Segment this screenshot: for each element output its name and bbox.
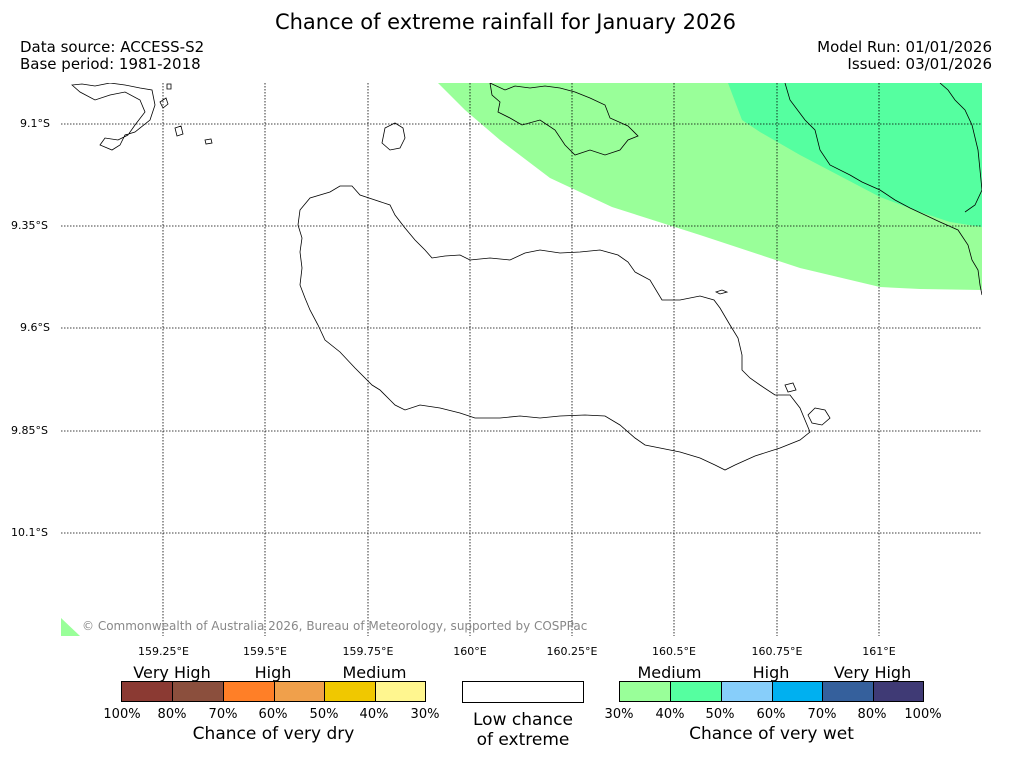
wet-swatch-5 (822, 681, 874, 702)
wet-swatch-1 (619, 681, 671, 702)
wet-category-medium: Medium (637, 663, 702, 682)
dry-pct: 70% (208, 707, 238, 722)
coastlines (71, 83, 982, 471)
wet-category-very-high: Very High (833, 663, 912, 682)
guadalcanal-coast (297, 185, 811, 471)
graticule (61, 83, 982, 636)
dry-swatch-1 (121, 681, 173, 702)
lat-tick: 9.1°S (20, 117, 50, 130)
lat-tick: 9.6°S (20, 321, 50, 334)
wet-pct: 50% (705, 707, 735, 722)
header-right: Model Run: 01/01/2026 Issued: 03/01/2026 (817, 39, 992, 73)
lon-tick: 160.75°E (751, 645, 803, 658)
copyright-notice: © Commonwealth of Australia 2026, Bureau… (82, 619, 588, 633)
issued-date: Issued: 03/01/2026 (847, 55, 992, 73)
lat-tick: 9.85°S (11, 424, 48, 437)
chart-title: Chance of extreme rainfall for January 2… (274, 10, 737, 34)
wet-colorbar (619, 681, 924, 703)
wet-pct: 40% (655, 707, 685, 722)
lat-tick: 9.35°S (11, 219, 48, 232)
islet-e (714, 289, 729, 295)
marau-islets (807, 407, 831, 426)
wet-swatch-3 (721, 681, 773, 702)
data-source: Data source: ACCESS-S2 (20, 38, 205, 56)
lon-tick: 160.25°E (546, 645, 598, 658)
lon-tick: 159.5°E (243, 645, 287, 658)
base-period: Base period: 1981-2018 (20, 55, 201, 73)
dry-caption: Chance of very dry (192, 724, 355, 744)
lon-tick: 159.75°E (342, 645, 394, 658)
dry-pct: 40% (359, 707, 389, 722)
lon-tick: 160°E (453, 645, 487, 658)
dry-colorbar (121, 681, 426, 703)
dry-swatch-2 (172, 681, 224, 702)
neutral-caption: Low chance of extreme (450, 710, 596, 750)
lat-tick: 10.1°S (11, 526, 48, 539)
wet-swatch-2 (670, 681, 722, 702)
dry-pct: 100% (103, 707, 141, 722)
wet-pct: 100% (904, 707, 942, 722)
islet-f (784, 382, 797, 393)
dry-swatch-3 (223, 681, 275, 702)
malaita-coast (784, 83, 982, 296)
dry-swatch-6 (375, 681, 426, 702)
lon-tick: 161°E (862, 645, 896, 658)
wet-caption: Chance of very wet (689, 724, 854, 744)
dry-pct: 60% (258, 707, 288, 722)
model-run: Model Run: 01/01/2026 (817, 38, 992, 56)
islet-a (159, 97, 169, 109)
dry-pct: 30% (410, 707, 440, 722)
islet-b (174, 125, 184, 137)
savo-island (381, 122, 406, 151)
dry-category-very-high: Very High (133, 663, 211, 682)
lon-tick: 159.25°E (138, 645, 189, 658)
wet-pct: 70% (807, 707, 837, 722)
dry-category-high: High (254, 663, 292, 682)
nggela-islands (489, 83, 639, 156)
lon-tick: 160.5°E (652, 645, 696, 658)
dry-swatch-5 (324, 681, 376, 702)
neutral-swatch (462, 681, 584, 703)
wet-pct: 30% (604, 707, 634, 722)
dry-pct: 50% (309, 707, 339, 722)
dry-swatch-4 (274, 681, 325, 702)
wet-pct: 60% (756, 707, 786, 722)
malaita-northeast (939, 83, 982, 213)
dry-category-medium: Medium (342, 663, 407, 682)
wet-pct: 80% (857, 707, 887, 722)
islet-c (204, 138, 213, 145)
neutral-caption-line1: Low chance (473, 710, 573, 730)
header-left: Data source: ACCESS-S2 Base period: 1981… (20, 39, 204, 73)
wet-category-high: High (752, 663, 790, 682)
corner-zone (61, 618, 80, 636)
dry-pct: 80% (157, 707, 187, 722)
russell-islands (71, 83, 156, 151)
neutral-caption-line2: of extreme (476, 730, 570, 750)
islet-d (166, 83, 172, 90)
wet-swatch-6 (873, 681, 924, 702)
zone-wet-40-50 (728, 83, 982, 227)
wet-swatch-4 (772, 681, 823, 702)
